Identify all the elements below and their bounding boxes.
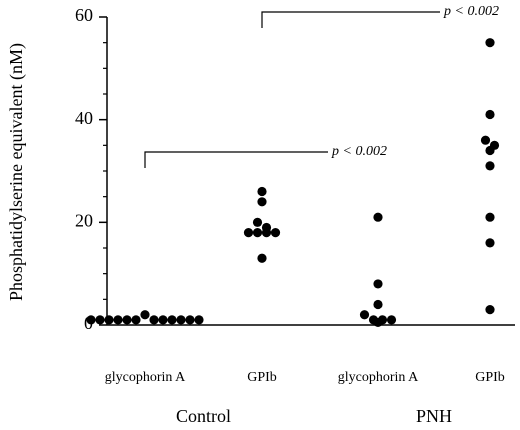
x-tick-label: glycophorin A	[105, 370, 186, 385]
dot	[485, 161, 495, 171]
dot	[485, 109, 495, 120]
dot	[359, 310, 370, 320]
dot	[167, 315, 177, 325]
y-tick-label: 20	[75, 210, 93, 230]
dot	[373, 317, 383, 328]
x-tick-label: GPIb	[475, 370, 505, 385]
dot	[95, 315, 105, 325]
x-tick-label: GPIb	[247, 370, 277, 385]
dot	[149, 315, 159, 325]
dot	[86, 315, 96, 325]
dot	[485, 305, 495, 315]
p-value: p < 0.002	[331, 144, 387, 159]
dot	[485, 212, 495, 222]
dot	[257, 197, 267, 207]
dot	[252, 217, 263, 227]
dot	[122, 315, 132, 325]
y-axis-label: Phosphatidylserine equivalent (nM)	[6, 43, 27, 301]
dot	[480, 135, 491, 145]
bracket	[261, 11, 440, 28]
dot	[373, 212, 383, 222]
dot	[243, 228, 254, 238]
y-tick-label: 40	[75, 108, 93, 128]
dot	[104, 315, 114, 325]
dot	[386, 315, 397, 325]
dot	[194, 315, 204, 325]
dot	[373, 279, 383, 289]
dot	[131, 315, 141, 325]
p-value: p < 0.002	[443, 4, 499, 19]
dot	[113, 315, 123, 325]
dot	[261, 228, 272, 238]
dot	[485, 238, 495, 248]
dot	[373, 299, 383, 310]
dot	[185, 315, 195, 325]
group-label: PNH	[416, 406, 452, 426]
dot	[485, 145, 495, 156]
dot	[257, 186, 267, 197]
dot	[485, 38, 495, 48]
dot	[257, 253, 267, 263]
dot	[140, 310, 150, 320]
y-tick-label: 60	[75, 5, 93, 25]
dot	[270, 228, 281, 238]
bracket	[144, 151, 328, 168]
dot	[176, 315, 186, 325]
x-tick-label: glycophorin A	[338, 370, 419, 385]
group-label: Control	[176, 406, 231, 426]
dot	[158, 315, 168, 325]
dot	[252, 228, 263, 238]
